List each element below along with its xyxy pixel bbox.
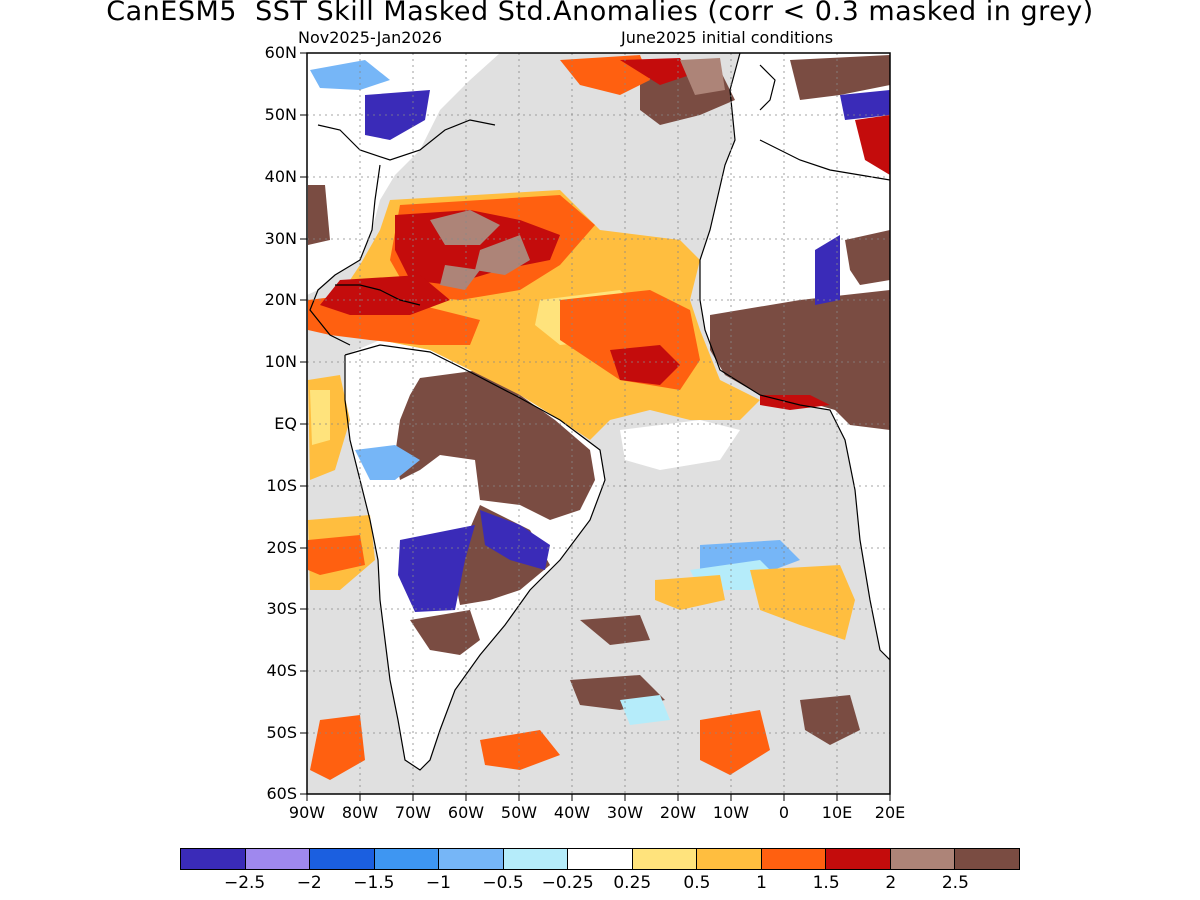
lon-label-40w: 40W	[553, 803, 591, 822]
colorbar-swatch	[181, 849, 246, 869]
lat-label-20s: 20S	[266, 538, 297, 557]
colorbar-swatch	[632, 849, 698, 869]
colorbar-tick-label: −1.5	[353, 873, 395, 893]
lat-label-40s: 40S	[266, 661, 297, 680]
colorbar-tick-label: 0.5	[683, 873, 711, 893]
map-field	[307, 53, 890, 794]
colorbar-swatch	[761, 849, 827, 869]
lon-label-90w: 90W	[288, 803, 326, 822]
lon-label-30w: 30W	[606, 803, 644, 822]
colorbar-swatch	[890, 849, 956, 869]
lat-label-10s: 10S	[266, 476, 297, 495]
colorbar	[180, 848, 1020, 870]
lat-label-20n: 20N	[264, 290, 297, 309]
lon-label-60w: 60W	[447, 803, 485, 822]
lon-label-10w: 10W	[712, 803, 750, 822]
lon-label-80w: 80W	[341, 803, 379, 822]
lat-label-30s: 30S	[266, 599, 297, 618]
colorbar-tick-label: −2.5	[223, 873, 266, 893]
lon-label-50w: 50W	[500, 803, 538, 822]
colorbar-swatch	[955, 849, 1019, 869]
colorbar-swatch	[310, 849, 375, 869]
lon-label-10e: 10E	[821, 803, 853, 822]
lat-label-10n: 10N	[264, 352, 297, 371]
initial-conditions-label: June2025 initial conditions	[621, 28, 834, 47]
lon-label-20w: 20W	[659, 803, 697, 822]
lat-label-50n: 50N	[264, 105, 297, 124]
forecast-period-label: Nov2025-Jan2026	[298, 28, 442, 47]
map-title: CanESM5 SST Skill Masked Std.Anomalies (…	[106, 0, 1094, 27]
colorbar-swatch	[439, 849, 504, 869]
lon-label-70w: 70W	[394, 803, 432, 822]
colorbar-tick-label: 0.25	[613, 873, 652, 893]
lon-label-0: 0	[778, 803, 790, 822]
coastlines	[309, 53, 890, 771]
gridlines	[307, 53, 890, 794]
lat-label-30n: 30N	[264, 229, 297, 248]
colorbar-tick-label: 2.5	[941, 873, 969, 893]
lat-label-eq: EQ	[274, 414, 297, 433]
lat-label-60n: 60N	[264, 43, 297, 62]
colorbar-tick-label: 1	[756, 873, 767, 893]
lon-label-20e: 20E	[874, 803, 906, 822]
anomaly-near-zero	[620, 420, 740, 470]
colorbar-tick-label: −0.5	[482, 873, 524, 893]
colorbar-swatch	[826, 849, 891, 869]
colorbar-swatch	[568, 849, 633, 869]
anomaly-minus-0-5	[310, 60, 800, 575]
anomaly-2-to-2-5	[430, 58, 725, 290]
colorbar-swatch	[503, 849, 569, 869]
lat-label-50s: 50S	[266, 723, 297, 742]
colorbar-swatch	[697, 849, 762, 869]
anomaly-above-2-5	[308, 55, 890, 745]
lat-label-40n: 40N	[264, 167, 297, 186]
colorbar-tick-label: 2	[885, 873, 897, 893]
colorbar-tick-label: 1.5	[812, 873, 840, 893]
colorbar-tick-label: −0.25	[541, 873, 594, 893]
colorbar-swatch	[374, 849, 440, 869]
lat-label-60s: 60S	[266, 784, 297, 803]
colorbar-tick-label: −2	[296, 873, 322, 893]
colorbar-tick-label: −1	[425, 873, 451, 893]
north-america-land	[307, 53, 500, 295]
colorbar-swatch	[245, 849, 311, 869]
axis-ticks	[300, 52, 891, 801]
